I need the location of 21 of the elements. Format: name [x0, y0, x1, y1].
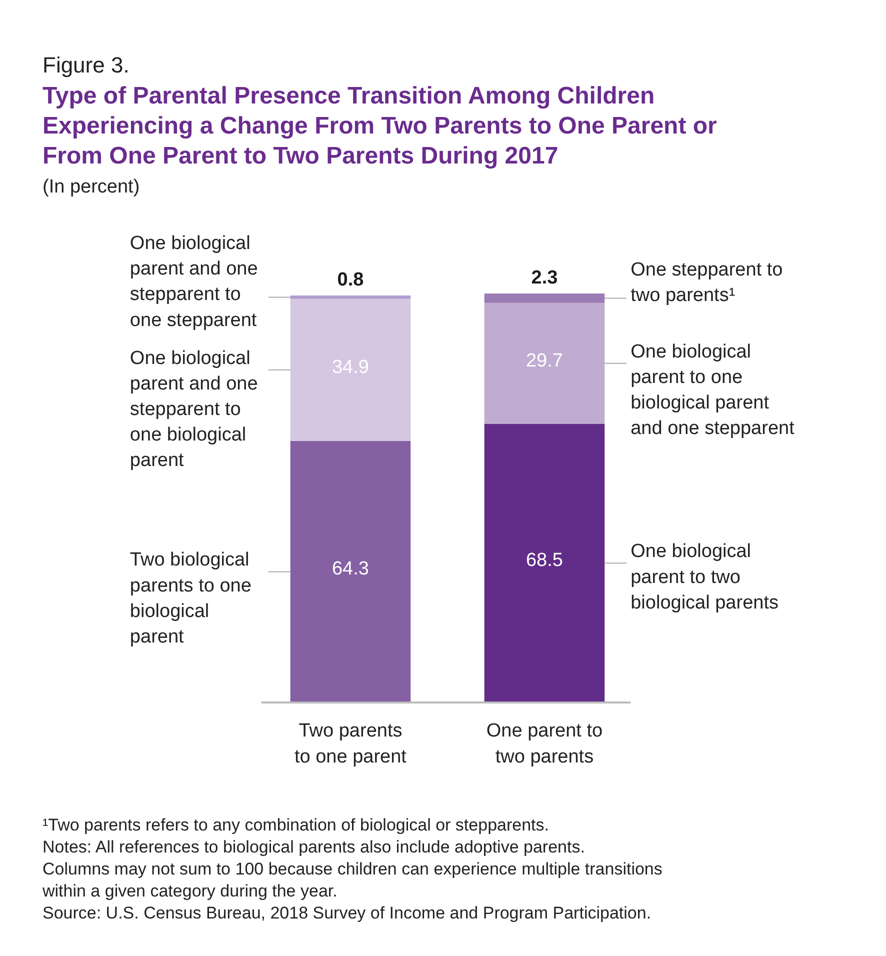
data-label: 29.7 [526, 350, 563, 372]
series-label: One biological parent to one biological parent and one stepparent [630, 341, 796, 440]
text: Two biological parents to one biological parent [130, 550, 252, 648]
series-label: One stepparent to two parents¹ [630, 260, 783, 306]
x-tick-label: Two parents to one parent [294, 720, 408, 768]
text: (In percent) [42, 176, 140, 198]
data-label: 68.5 [526, 550, 563, 572]
text: Columns may not sum to 100 because children can experience multiple transitions within a given category during the year. [42, 860, 662, 900]
series-label: One biological parent and one stepparent to one stepparent [130, 232, 258, 331]
series-label: One biological parent and one stepparent to one biological parent [130, 348, 258, 472]
series-label: One biological parent to two biological parents [630, 541, 778, 614]
text: Notes: All references to biological parents also include adoptive parents. [42, 838, 585, 856]
chart-title: Type of Parental Presence Transition Among Children Experiencing a Change From Two Parents to One Parent or From One Parent to Two Parents During 2017 [42, 82, 717, 170]
source-note: Source: U.S. Census Bureau, 2018 Survey of Income and Program Participation. [42, 904, 652, 922]
data-label: 64.3 [332, 558, 369, 580]
caption: Figure 3. [42, 52, 130, 78]
data-label: 0.8 [337, 270, 364, 291]
data-label: 2.3 [531, 268, 558, 289]
x-tick-label: One parent to two parents [486, 720, 603, 768]
text: ¹Two parents refers to any combination of biological or stepparents. [42, 816, 549, 834]
data-label: 34.9 [332, 356, 369, 378]
